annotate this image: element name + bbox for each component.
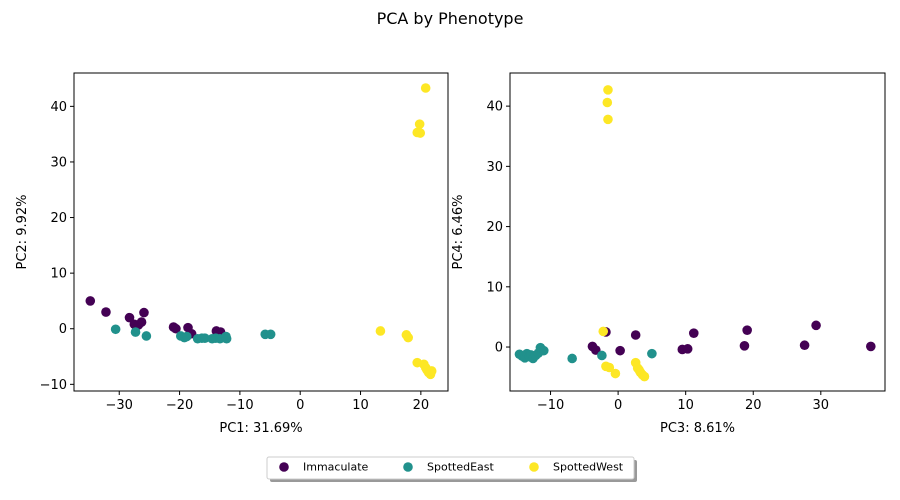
point-spottedeast [221, 333, 232, 344]
x-tick-label: 30 [813, 398, 830, 413]
y-tick-label: 10 [486, 280, 503, 295]
x-tick-label: 10 [352, 398, 369, 413]
point-spottedeast [538, 345, 549, 356]
figure-title: PCA by Phenotype [377, 9, 524, 28]
x-tick-label: 0 [296, 398, 304, 413]
point-immaculate [739, 341, 750, 351]
axes-frame [509, 72, 886, 392]
point-immaculate [811, 320, 821, 331]
y-tick-label: 20 [486, 220, 503, 235]
y-tick-label: 30 [50, 155, 67, 170]
point-spottedeast [182, 331, 192, 342]
point-spottedwest [420, 83, 431, 93]
legend-marker-spottedwest [529, 462, 539, 472]
point-spottedeast [597, 350, 607, 361]
point-spottedeast [265, 329, 276, 340]
y-tick-label: 30 [486, 160, 503, 175]
y-axis-label: PC2: 9.92% [15, 195, 30, 270]
point-spottedeast [110, 324, 121, 335]
y-tick-label: 40 [50, 100, 67, 115]
point-spottedeast [567, 353, 577, 364]
point-immaculate [615, 345, 625, 356]
x-tick-label: 20 [745, 398, 762, 413]
point-immaculate [866, 341, 876, 352]
x-tick-label: −10 [226, 398, 253, 413]
x-axis-label: PC1: 31.69% [219, 421, 302, 436]
x-tick-label: 20 [413, 398, 430, 413]
scatter-panel-pc1-pc2: −30 −20 −10 0 10 20 −10 0 10 20 30 40 PC1: 31.69% PC2… [15, 72, 449, 436]
y-axis-label: PC4: 6.46% [451, 195, 466, 270]
legend-marker-immaculate [279, 462, 289, 472]
legend: Immaculate SpottedEast SpottedWest [266, 456, 637, 482]
point-spottedeast [647, 348, 657, 359]
point-immaculate [742, 325, 752, 335]
point-spottedwest [598, 326, 609, 337]
point-spottedwest [610, 368, 621, 379]
legend-label-spottedeast: SpottedEast [427, 461, 494, 474]
x-tick-label: −20 [166, 398, 193, 413]
point-spottedwest [403, 332, 413, 343]
y-tick-label: 20 [50, 211, 67, 226]
y-tick-label: −10 [40, 378, 67, 393]
point-spottedeast [141, 331, 152, 341]
legend-marker-spottedeast [403, 462, 413, 472]
point-immaculate [682, 344, 693, 354]
x-axis-label: PC3: 8.61% [660, 421, 735, 436]
y-tick-label: 0 [495, 341, 503, 356]
point-immaculate [85, 296, 96, 306]
y-tick-label: 10 [50, 267, 67, 282]
scatter-panel-pc3-pc4: −10 0 10 20 30 0 10 20 30 40 PC3: 8.61% PC4: 6.46% [451, 72, 886, 436]
point-immaculate [630, 330, 641, 340]
point-spottedeast [200, 333, 210, 343]
y-tick-label: 0 [59, 322, 67, 337]
legend-label-immaculate: Immaculate [303, 461, 369, 474]
y-tick-label: 40 [486, 100, 503, 115]
point-spottedwest [426, 366, 437, 376]
x-tick-label: 10 [677, 398, 694, 413]
x-tick-label: 0 [614, 398, 622, 413]
point-spottedwest [603, 85, 613, 95]
point-immaculate [171, 323, 181, 334]
point-immaculate [688, 328, 699, 338]
point-immaculate [101, 307, 111, 317]
legend-box [266, 456, 635, 480]
point-spottedwest [604, 362, 615, 373]
point-immaculate [136, 317, 147, 327]
point-immaculate [124, 312, 135, 323]
point-spottedeast [130, 327, 141, 337]
point-spottedwest [639, 371, 650, 382]
axes-frame [73, 72, 449, 392]
point-immaculate [139, 307, 149, 318]
x-tick-label: −30 [106, 398, 133, 413]
point-spottedwest [602, 97, 613, 108]
point-spottedwest [414, 119, 425, 129]
x-tick-label: −10 [537, 398, 564, 413]
legend-label-spottedwest: SpottedWest [553, 461, 624, 474]
point-spottedwest [375, 326, 386, 336]
point-immaculate [799, 340, 810, 351]
point-spottedwest [603, 114, 613, 125]
point-spottedwest [415, 128, 426, 138]
